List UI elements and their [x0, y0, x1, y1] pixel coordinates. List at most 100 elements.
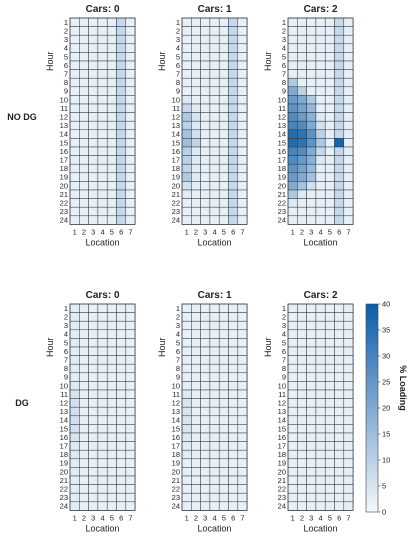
heatmap-cell — [237, 34, 248, 45]
heatmap-cell — [209, 303, 220, 313]
heatmap-cell — [237, 181, 248, 191]
heatmap-cell — [191, 60, 201, 70]
colorbar-tick-label: 5 — [382, 482, 386, 491]
heatmap-cell — [334, 181, 345, 191]
x-tick-label: 4 — [100, 513, 104, 522]
heatmap-cell — [106, 69, 117, 79]
heatmap-cell — [69, 198, 80, 208]
heatmap-cell — [116, 372, 127, 382]
y-tick-label: 10 — [60, 95, 68, 104]
heatmap-cell — [306, 112, 317, 122]
y-tick-label: 24 — [278, 502, 286, 511]
heatmap-cell — [97, 355, 108, 365]
heatmap-cell — [343, 155, 354, 165]
heatmap-cell — [297, 312, 307, 322]
heatmap-cell — [218, 206, 229, 217]
heatmap-cell — [191, 77, 201, 88]
heatmap-cell — [200, 138, 211, 148]
heatmap-cell — [97, 215, 108, 225]
heatmap-cell — [218, 95, 229, 105]
heatmap-cell — [181, 103, 192, 113]
heatmap-cell — [334, 346, 345, 356]
heatmap-panel-dg-cars-2: Cars: 2 Location Hour 123456789101112131… — [263, 290, 354, 533]
y-tick-label: 13 — [278, 121, 286, 130]
heatmap-cell — [88, 95, 99, 105]
heatmap-cell — [209, 432, 220, 442]
heatmap-cell — [297, 338, 307, 348]
heatmap-cell — [343, 215, 354, 225]
heatmap-cell — [343, 363, 354, 374]
heatmap-cell — [228, 172, 239, 182]
heatmap-cell — [116, 389, 127, 399]
colorbar: % Loading 0 5 10 15 20 25 30 35 40 — [365, 300, 408, 517]
heatmap-cell — [88, 484, 99, 494]
heatmap-cell — [116, 215, 127, 225]
heatmap-cell — [97, 181, 108, 191]
heatmap-cell — [297, 458, 307, 468]
heatmap-cell — [97, 346, 108, 356]
heatmap-cell — [297, 138, 307, 148]
heatmap-cell — [200, 475, 211, 485]
heatmap-cell — [287, 312, 298, 322]
y-tick-label: 11 — [60, 104, 68, 113]
heatmap-cell — [125, 346, 136, 356]
heatmap-cell — [106, 60, 117, 70]
heatmap-cell — [218, 381, 229, 391]
x-tick-label: 3 — [91, 227, 95, 236]
heatmap-cell — [334, 60, 345, 70]
heatmap-cell — [218, 26, 229, 36]
heatmap-cell — [200, 406, 211, 417]
heatmap-cell — [334, 363, 345, 374]
x-tick-label: 5 — [222, 227, 226, 236]
y-tick-label: 9 — [282, 87, 286, 96]
heatmap-cell — [125, 86, 136, 96]
heatmap-cell — [228, 484, 239, 494]
heatmap-cell — [306, 312, 317, 322]
heatmap-cell — [69, 338, 80, 348]
x-tick-label: 1 — [185, 227, 189, 236]
heatmap-cell — [237, 77, 248, 88]
heatmap-cell — [237, 492, 248, 503]
heatmap-cell — [200, 163, 211, 174]
heatmap-cell — [297, 501, 307, 511]
heatmap-cell — [334, 415, 345, 425]
heatmap-cell — [79, 415, 89, 425]
heatmap-cell — [228, 138, 239, 148]
heatmap-cell — [306, 424, 317, 434]
heatmap-cell — [88, 34, 99, 45]
heatmap-cell — [218, 103, 229, 113]
heatmap-cell — [200, 17, 211, 27]
heatmap-cell — [79, 155, 89, 165]
heatmap-cell — [106, 215, 117, 225]
heatmap-cell — [315, 338, 326, 348]
x-axis-label: Location — [86, 523, 120, 533]
heatmap-cell — [228, 501, 239, 511]
y-tick-label: 15 — [60, 138, 68, 147]
heatmap-cell — [343, 398, 354, 408]
heatmap-cell — [200, 26, 211, 36]
heatmap-cell — [287, 26, 298, 36]
x-tick-label: 3 — [309, 227, 313, 236]
heatmap-cell — [106, 398, 117, 408]
heatmap-cell — [106, 475, 117, 485]
y-tick-label: 15 — [278, 424, 286, 433]
heatmap-cell — [125, 303, 136, 313]
heatmap-cell — [324, 34, 335, 45]
heatmap-cell — [297, 363, 307, 374]
heatmap-cell — [181, 189, 192, 199]
heatmap-cell — [343, 415, 354, 425]
heatmap-cell — [343, 26, 354, 36]
heatmap-cell — [297, 77, 307, 88]
heatmap-cell — [79, 432, 89, 442]
heatmap-cell — [181, 484, 192, 494]
x-tick-label: 3 — [91, 513, 95, 522]
heatmap-cell — [79, 215, 89, 225]
heatmap-cell — [116, 329, 127, 339]
heatmap-cell — [343, 303, 354, 313]
y-tick-label: 18 — [60, 164, 68, 173]
heatmap-cell — [200, 501, 211, 511]
heatmap-cell — [297, 381, 307, 391]
heatmap-cell — [209, 389, 220, 399]
x-tick-label: 2 — [194, 513, 198, 522]
heatmap-cell — [209, 163, 220, 174]
